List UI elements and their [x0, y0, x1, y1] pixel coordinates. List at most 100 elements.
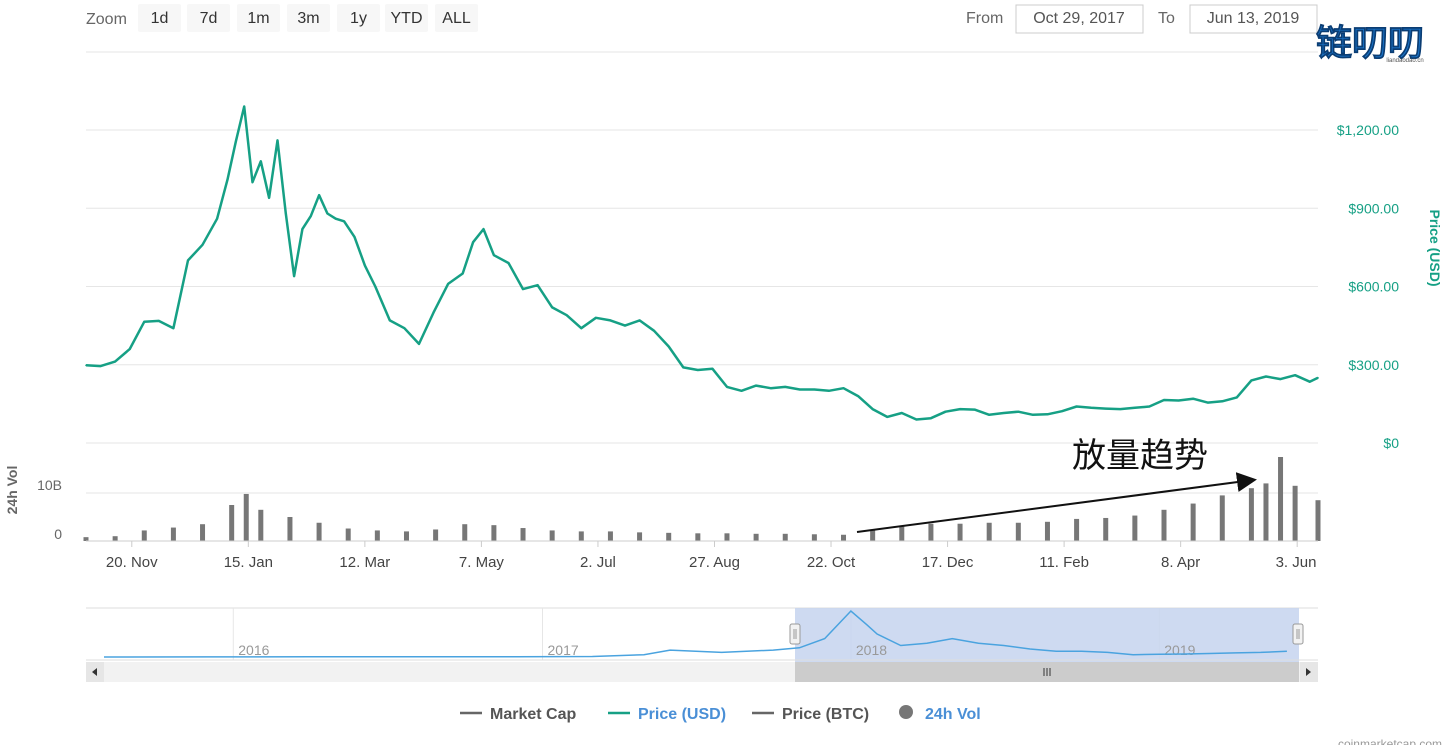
zoom-button-1m[interactable]: 1m: [237, 4, 280, 32]
chart-legend: Market Cap Price (USD) Price (BTC) 24h Vol: [460, 705, 981, 723]
volume-bar: [141, 530, 147, 541]
watermark-text: 链叨叨: [1316, 22, 1424, 63]
price-usd-point: [842, 387, 845, 390]
price-usd-point: [251, 181, 254, 183]
price-usd-point: [326, 212, 329, 215]
navigator-left-handle[interactable]: [789, 623, 801, 645]
price-usd-point: [551, 306, 553, 309]
price-usd-point: [374, 285, 377, 288]
x-tick-label: 8. Apr: [1161, 554, 1200, 571]
price-usd-point: [482, 228, 485, 230]
zoom-button-1d[interactable]: 1d: [138, 4, 181, 32]
volume-bar: [1219, 495, 1225, 541]
price-usd-point: [1265, 375, 1267, 378]
watermark-logo: 链叨叨 liandaodao.cn: [1316, 22, 1425, 64]
volume-bar: [374, 530, 380, 541]
volume-tick-label: 0: [54, 526, 62, 542]
range-selector-toolbar: Zoom 1d 7d 1m 3m 1y YTD ALL From Oct 29, 2017 …: [86, 4, 1318, 34]
zoom-button-7d[interactable]: 7d: [187, 4, 230, 32]
price-usd-point: [309, 215, 312, 217]
price-usd-point: [1250, 379, 1253, 382]
price-usd-point: [900, 412, 903, 414]
volume-bar: [986, 522, 992, 541]
credits-text[interactable]: coinmarketcap.com: [1338, 737, 1442, 745]
legend-item-price-usd[interactable]: Price (USD): [608, 706, 726, 723]
zoom-button-3m[interactable]: 3m: [287, 4, 330, 32]
navigator-tick-label: 2018: [856, 642, 887, 658]
from-date-input[interactable]: Oct 29, 2017: [1015, 4, 1144, 34]
volume-bar: [549, 530, 555, 541]
price-usd-point: [1075, 405, 1078, 408]
price-usd-point: [813, 388, 816, 391]
volume-bar: [200, 524, 206, 541]
x-tick-label: 22. Oct: [807, 554, 856, 571]
price-usd-point: [216, 217, 218, 220]
price-usd-point: [944, 410, 947, 413]
price-usd-point: [472, 241, 474, 243]
price-usd-point: [915, 418, 918, 421]
zoom-button-all[interactable]: ALL: [435, 4, 478, 32]
legend-item-24h-vol[interactable]: 24h Vol: [899, 705, 981, 723]
volume-bar: [666, 532, 672, 541]
price-usd-point: [403, 327, 406, 330]
price-usd-point: [536, 284, 539, 286]
price-usd-point: [638, 319, 641, 322]
zoom-button-ytd[interactable]: YTD: [385, 4, 428, 32]
volume-bar: [957, 523, 963, 541]
volume-bar: [170, 527, 176, 541]
volume-bar: [1132, 515, 1138, 541]
price-usd-point: [143, 320, 146, 323]
price-usd-point: [243, 105, 245, 108]
zoom-button-label: 3m: [297, 10, 319, 27]
price-usd-points: [85, 105, 1319, 421]
volume-bar: [83, 537, 89, 541]
volume-bar: [345, 528, 351, 541]
price-usd-point: [653, 330, 655, 332]
price-usd-point: [1163, 399, 1165, 401]
price-usd-point: [726, 386, 728, 388]
legend-item-market-cap[interactable]: Market Cap: [460, 706, 576, 723]
volume-bar: [1292, 485, 1298, 541]
navigator-tick-label: 2017: [548, 642, 579, 658]
x-tick-label: 15. Jan: [224, 554, 273, 571]
navigator[interactable]: 2016 2017 2018 2019: [86, 607, 1318, 662]
to-date-value: Jun 13, 2019: [1207, 10, 1300, 27]
price-usd-point: [784, 386, 787, 388]
scrollbar[interactable]: [86, 662, 1318, 682]
legend-item-price-btc[interactable]: Price (BTC): [752, 706, 869, 723]
volume-bar: [1015, 522, 1021, 541]
volume-bar: [229, 505, 235, 541]
navigator-tick-label: 2019: [1164, 642, 1195, 658]
volume-bar: [287, 517, 293, 541]
price-usd-point: [565, 314, 568, 316]
price-usd-point: [114, 360, 116, 363]
price-axis-title: Price (USD): [1427, 209, 1443, 286]
price-usd-point: [1294, 374, 1296, 376]
volume-trend-annotation: 放量趋势: [856, 436, 1257, 533]
price-usd-point: [697, 369, 699, 371]
price-usd-point: [461, 272, 464, 275]
zoom-button-label: 1y: [350, 10, 367, 27]
navigator-right-handle[interactable]: [1292, 623, 1304, 645]
volume-bar: [899, 526, 905, 541]
volume-axis-title: 24h Vol: [4, 466, 20, 515]
price-usd-point: [493, 254, 495, 256]
legend-circle-icon: [899, 705, 913, 719]
zoom-button-1y[interactable]: 1y: [337, 4, 380, 32]
to-date-input[interactable]: Jun 13, 2019: [1189, 4, 1318, 34]
volume-bar: [112, 536, 118, 541]
legend-label: Price (BTC): [782, 706, 869, 723]
price-tick-label: $900.00: [1348, 200, 1399, 216]
price-usd-point: [624, 324, 626, 327]
price-usd-point: [260, 160, 262, 163]
price-usd-point: [389, 319, 391, 322]
price-usd-point: [580, 327, 583, 330]
price-tick-label: $0: [1383, 435, 1399, 451]
price-usd-point: [418, 343, 420, 345]
price-usd-point: [507, 262, 510, 264]
price-usd-point: [1017, 410, 1020, 413]
price-usd-point: [1148, 405, 1151, 408]
price-usd-point: [973, 408, 976, 411]
price-usd-point: [886, 416, 889, 418]
